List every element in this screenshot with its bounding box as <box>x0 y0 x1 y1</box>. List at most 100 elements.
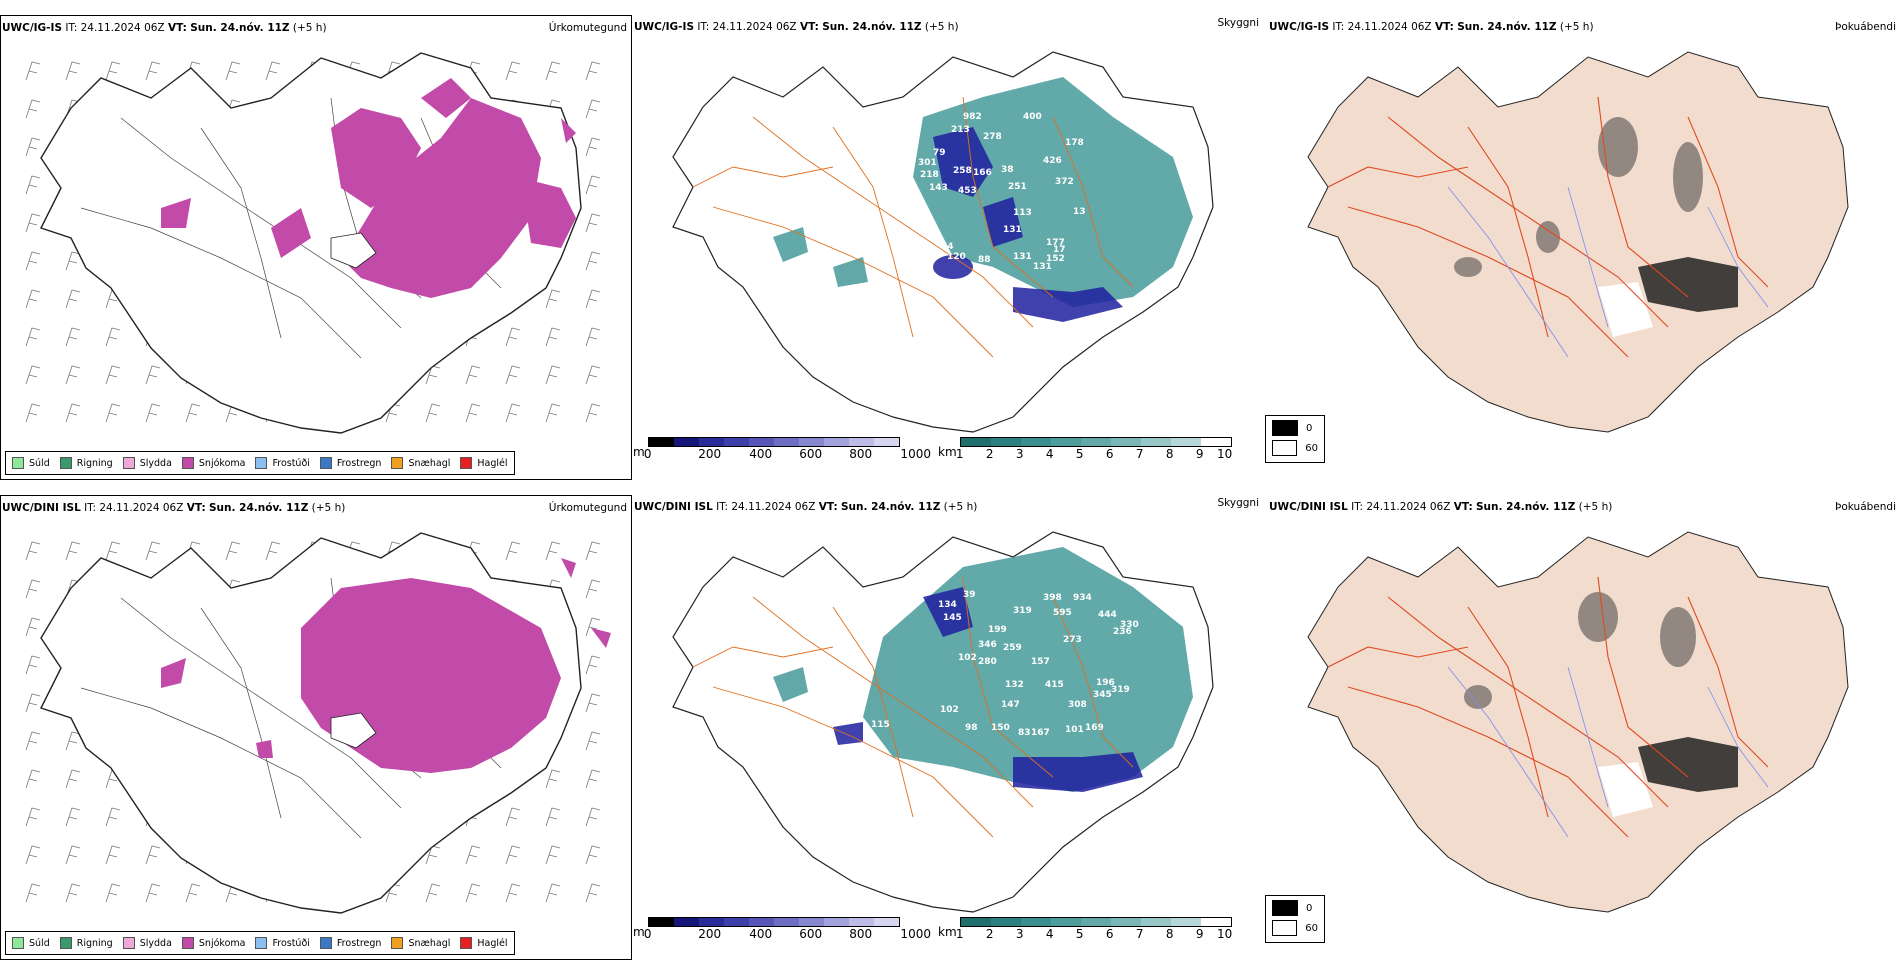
colorbar-tick: 4 <box>1045 927 1054 941</box>
visibility-value: 982 <box>963 112 982 122</box>
wind-barb <box>585 579 601 599</box>
visibility-value: 152 <box>1046 254 1065 264</box>
visibility-panel-row1: UWC/IG-IS IT: 24.11.2024 06Z VT: Sun. 24… <box>633 15 1325 480</box>
visibility-value: 143 <box>929 183 948 193</box>
it-label: IT: <box>697 21 710 33</box>
it-value: 24.11.2024 06Z <box>1347 21 1432 33</box>
wind-barb <box>145 403 161 423</box>
wind-barb <box>25 289 41 309</box>
dense-fog-areas <box>1598 737 1738 817</box>
visibility-value: 400 <box>1023 112 1042 122</box>
it-label: IT: <box>716 501 729 513</box>
cover-legend: 0 60 <box>1265 415 1325 463</box>
colorbar-tick: 4 <box>1045 447 1054 461</box>
precip-map <box>25 532 611 914</box>
visibility-value: 236 <box>1113 627 1132 637</box>
colorbar-tick: 7 <box>1135 447 1144 461</box>
wind-barb <box>25 693 41 713</box>
visibility-value: 196 <box>1096 678 1115 688</box>
wind-barb <box>585 213 601 233</box>
precip-type-panel-row2: UWC/DINI ISL IT: 24.11.2024 06Z VT: Sun.… <box>0 495 632 960</box>
visibility-value: 169 <box>1085 723 1104 733</box>
wind-barb <box>25 769 41 789</box>
wind-barb <box>65 845 81 865</box>
wind-barb <box>505 807 521 827</box>
it-value: 24.11.2024 06Z <box>99 502 184 514</box>
legend-item: Snæhagl <box>391 937 450 949</box>
colorbar-tick: 800 <box>849 927 873 941</box>
wind-barb <box>105 61 121 81</box>
wind-barb <box>545 327 561 347</box>
visibility-value: 308 <box>1068 700 1087 710</box>
roads <box>1327 96 1769 358</box>
wind-barb <box>65 403 81 423</box>
lead-time: (+5 h) <box>311 502 346 514</box>
wind-barb <box>25 541 41 561</box>
visibility-value: 88 <box>978 255 991 265</box>
cover-legend-high: 60 <box>1305 922 1318 934</box>
legend-item: Slydda <box>122 457 172 469</box>
colorbar-tick: 8 <box>1165 447 1174 461</box>
legend-item: Snæhagl <box>391 457 450 469</box>
visibility-value: 280 <box>978 657 997 667</box>
wind-barb <box>585 99 601 119</box>
visibility-value: 398 <box>1043 593 1062 603</box>
vt-label: VT: <box>799 21 819 33</box>
low-cloud-areas <box>773 77 1193 307</box>
wind-barb <box>65 289 81 309</box>
visibility-value: 426 <box>1043 156 1062 166</box>
cover-legend-high: 60 <box>1305 442 1318 454</box>
panel-header: UWC/DINI ISL IT: 24.11.2024 06Z VT: Sun.… <box>634 497 1259 517</box>
wind-barb <box>545 403 561 423</box>
panel-header: UWC/IG-IS IT: 24.11.2024 06Z VT: Sun. 24… <box>1269 21 1896 37</box>
colorbar-tick: 400 <box>749 927 773 941</box>
visibility-value: 181 <box>849 692 868 702</box>
visibility-value: 150 <box>991 723 1010 733</box>
legend-item: Frostregn <box>319 457 381 469</box>
visibility-value: 934 <box>1073 593 1092 603</box>
it-value: 24.11.2024 06Z <box>80 22 165 34</box>
it-value: 24.11.2024 06Z <box>712 21 797 33</box>
vt-value: Sun. 24.nóv. 11Z <box>822 21 922 33</box>
wind-barb <box>105 845 121 865</box>
visibility-value: 177 <box>1046 238 1065 248</box>
visibility-value: 102 <box>940 705 959 715</box>
wind-barb <box>105 807 121 827</box>
visibility-value: 132 <box>1005 680 1024 690</box>
visibility-value: 301 <box>918 158 937 168</box>
wind-barb <box>25 579 41 599</box>
it-label: IT: <box>84 502 97 514</box>
wind-barb <box>65 883 81 903</box>
wind-barb <box>105 403 121 423</box>
colorbar-unit: km <box>938 925 957 939</box>
model-name: UWC/IG-IS <box>1269 21 1330 33</box>
wind-barb <box>585 175 601 195</box>
panel-title: Úrkomutegund <box>548 502 627 514</box>
model-name: UWC/DINI ISL <box>1269 501 1348 513</box>
wind-barb <box>145 541 161 561</box>
wind-barb <box>585 883 601 903</box>
wind-barb <box>505 541 521 561</box>
model-name: UWC/DINI ISL <box>2 502 81 514</box>
wind-barb <box>585 769 601 789</box>
panel-header: UWC/DINI ISL IT: 24.11.2024 06Z VT: Sun.… <box>1269 501 1896 517</box>
lead-time: (+5 h) <box>1559 21 1594 33</box>
colorbar-unit: m <box>633 445 645 459</box>
visibility-panel-row2: UWC/DINI ISL IT: 24.11.2024 06Z VT: Sun.… <box>633 495 1325 960</box>
it-value: 24.11.2024 06Z <box>1366 501 1451 513</box>
visibility-value: 131 <box>1003 225 1022 235</box>
wind-barb <box>585 731 601 751</box>
visibility-value: 98 <box>965 723 978 733</box>
wind-barb <box>425 403 441 423</box>
visibility-value: 125 <box>793 262 812 272</box>
visibility-value: 330 <box>1120 620 1139 630</box>
vt-label: VT: <box>818 501 838 513</box>
visibility-value: 102 <box>958 653 977 663</box>
vt-value: Sun. 24.nóv. 11Z <box>209 502 309 514</box>
cover-legend: 0 60 <box>1265 895 1325 943</box>
visibility-value: 273 <box>1063 635 1082 645</box>
visibility-value: 120 <box>947 252 966 262</box>
visibility-value: 157 <box>1031 657 1050 667</box>
wind-barb <box>65 769 81 789</box>
